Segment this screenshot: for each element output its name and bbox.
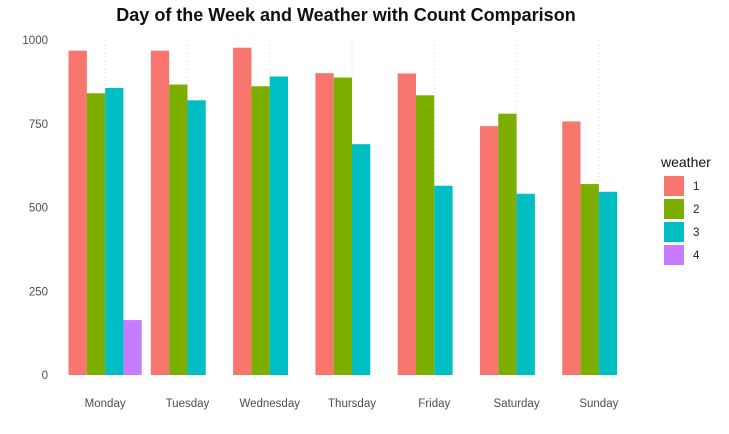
legend-key-1 (664, 176, 684, 196)
bar-thursday-weather-3 (352, 144, 371, 375)
bar-thursday-weather-2 (333, 77, 352, 376)
y-tick-label: 250 (29, 286, 48, 298)
bar-friday-weather-3 (434, 185, 453, 375)
y-axis: 0 250 500 750 1000 (22, 35, 48, 382)
x-tick-label: Tuesday (166, 398, 210, 410)
bar-tuesday-weather-3 (187, 100, 206, 376)
y-tick-label: 1000 (22, 35, 48, 47)
bar-wednesday-weather-1 (233, 47, 252, 376)
x-tick-label: Friday (418, 398, 450, 410)
bar-monday-weather-2 (86, 93, 106, 375)
bar-monday-weather-4 (123, 320, 142, 375)
legend-key-2 (664, 199, 684, 219)
x-tick-label: Monday (85, 398, 126, 410)
bar-tuesday-weather-1 (150, 50, 170, 375)
legend-title: weather (660, 154, 711, 170)
bar-saturday-weather-2 (498, 113, 517, 375)
y-tick-label: 750 (29, 119, 48, 131)
legend: weather 1 2 3 4 (660, 154, 711, 265)
legend-label: 4 (693, 250, 700, 262)
x-tick-label: Wednesday (239, 398, 300, 410)
bar-friday-weather-2 (415, 95, 435, 376)
chart-title: Day of the Week and Weather with Count C… (116, 5, 575, 25)
x-axis: Monday Tuesday Wednesday Thursday Friday Satu… (85, 398, 619, 410)
bar-saturday-weather-3 (516, 193, 535, 375)
bar-wednesday-weather-2 (251, 86, 270, 375)
bar-thursday-weather-1 (315, 73, 334, 375)
y-tick-label: 0 (42, 370, 48, 382)
x-tick-label: Saturday (494, 398, 540, 410)
legend-label: 3 (693, 227, 699, 239)
bar-tuesday-weather-2 (169, 84, 188, 376)
bars (68, 47, 618, 376)
y-tick-label: 500 (29, 203, 48, 215)
bar-wednesday-weather-3 (269, 76, 289, 375)
bar-monday-weather-1 (68, 50, 87, 375)
bar-friday-weather-1 (397, 73, 416, 375)
bar-monday-weather-3 (105, 87, 124, 375)
legend-key-4 (664, 245, 684, 265)
bar-sunday-weather-1 (562, 121, 581, 375)
x-tick-label: Thursday (328, 398, 376, 410)
legend-key-3 (664, 222, 684, 242)
bar-sunday-weather-3 (598, 191, 618, 375)
bar-saturday-weather-1 (479, 126, 499, 375)
legend-label: 1 (693, 181, 699, 193)
x-tick-label: Sunday (579, 398, 618, 410)
bar-sunday-weather-2 (580, 184, 599, 375)
legend-label: 2 (693, 204, 699, 216)
